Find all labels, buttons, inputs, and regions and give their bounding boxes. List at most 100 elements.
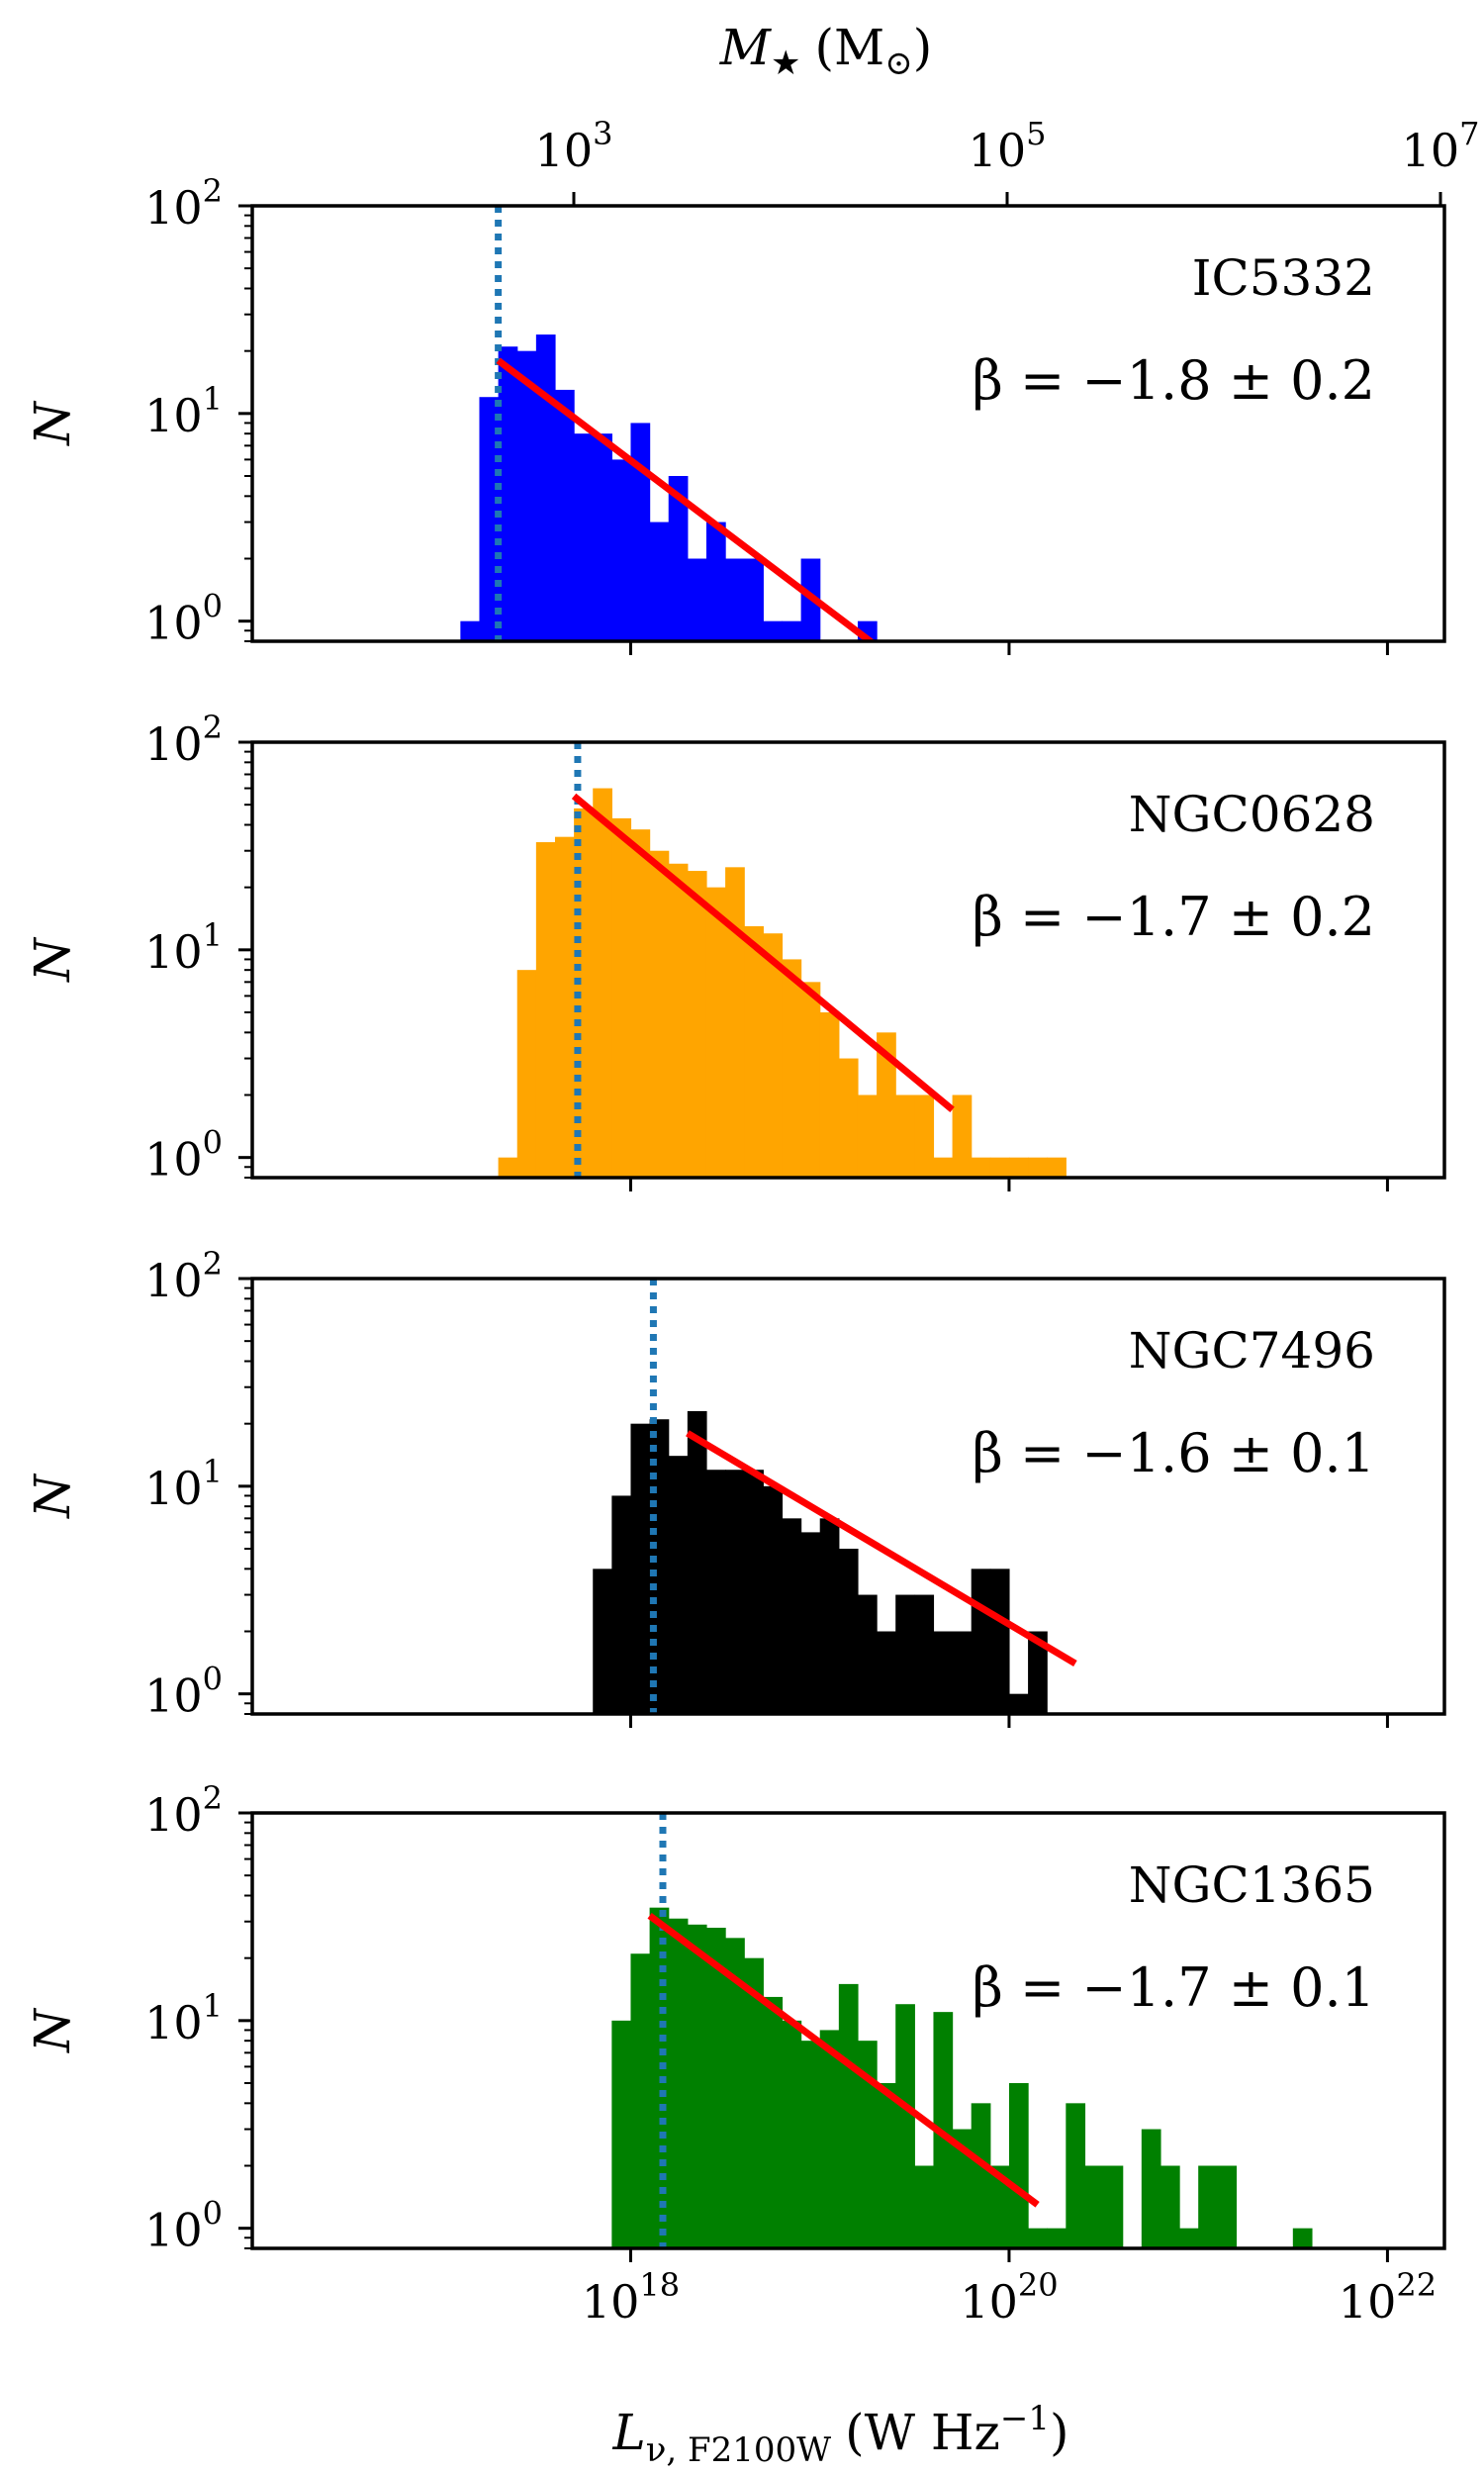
histogram-bar <box>1008 1693 1029 1714</box>
histogram-bar <box>895 2004 915 2248</box>
histogram-bar <box>782 959 802 1178</box>
y-tick-label: 101 <box>144 380 223 442</box>
histogram-bar <box>877 1631 896 1714</box>
histogram-bar <box>516 970 537 1178</box>
histogram-bar <box>687 1410 707 1714</box>
histogram-bar <box>782 620 802 641</box>
plot-area <box>460 206 878 641</box>
y-tick-label-base: 10 <box>144 1254 203 1307</box>
histogram-bar <box>989 1569 1010 1714</box>
histogram-bar <box>611 2020 632 2248</box>
y-tick-label-base: 10 <box>144 389 203 442</box>
histogram-bar <box>1198 2165 1218 2248</box>
histogram-bar <box>877 1032 896 1178</box>
histogram-bar <box>877 2082 896 2248</box>
histogram-bar <box>800 2041 821 2248</box>
histogram-bar <box>725 1470 745 1714</box>
histogram-bar <box>1028 1157 1048 1178</box>
x-tick-label-base: 10 <box>960 2275 1018 2329</box>
bottom-axis-title: Lν, F2100W (W Hz−1) <box>612 2399 1069 2470</box>
histogram-bar <box>1028 1631 1048 1714</box>
galaxy-name: NGC0628 <box>1129 786 1375 843</box>
y-tick-label: 102 <box>144 1245 223 1307</box>
histogram-bar <box>895 1094 915 1178</box>
y-tick-label: 101 <box>144 1987 223 2049</box>
top-tick-label-exp: 7 <box>1459 115 1479 152</box>
histogram-bar <box>705 1470 726 1714</box>
histogram-bar <box>933 1631 954 1714</box>
histogram-bar <box>611 1495 632 1714</box>
power-law-fit-line <box>571 793 955 1113</box>
histogram-bar <box>971 1569 991 1714</box>
histogram-bar <box>668 1918 689 2248</box>
x-tick-label-base: 10 <box>582 2275 640 2329</box>
y-tick-label-base: 10 <box>144 181 203 235</box>
y-tick-label-base: 10 <box>144 2204 203 2257</box>
histogram-bar <box>1084 2165 1105 2248</box>
y-tick-label-base: 10 <box>144 1669 203 1723</box>
y-tick-label: 102 <box>144 1779 223 1842</box>
histogram-bar <box>535 334 556 641</box>
histogram-bar <box>1217 2165 1238 2248</box>
histogram-bar <box>819 1518 840 1714</box>
histogram-bar <box>1179 2228 1199 2248</box>
histogram-bar <box>971 2103 991 2248</box>
y-tick-label-base: 10 <box>144 1996 203 2049</box>
x-tick-label: 1022 <box>1339 2266 1437 2329</box>
histogram-bar <box>1141 2129 1161 2248</box>
histogram-bar <box>611 459 632 641</box>
x-tick-label: 1018 <box>582 2266 680 2329</box>
histogram-bar <box>1159 2165 1180 2248</box>
histogram-bar <box>479 397 500 641</box>
histogram-bar <box>763 1485 784 1714</box>
beta-value: β = −1.6 ± 0.1 <box>973 1422 1375 1484</box>
y-tick-label-exp: 2 <box>203 172 223 210</box>
histogram-bar <box>857 2041 878 2248</box>
y-tick-label-exp: 0 <box>203 1661 223 1698</box>
top-tick-label: 103 <box>535 115 613 177</box>
histogram-bar <box>574 433 594 641</box>
beta-value: β = −1.7 ± 0.2 <box>973 886 1375 948</box>
histogram-bar <box>725 558 745 641</box>
histogram-bar <box>952 1094 973 1178</box>
histogram-bar <box>819 1011 840 1178</box>
power-law-fit-line <box>647 1913 1040 2208</box>
histogram-bar <box>1103 2165 1124 2248</box>
histogram-bar <box>1028 2228 1048 2248</box>
beta-value: β = −1.8 ± 0.2 <box>973 349 1375 412</box>
histogram-bar <box>668 863 689 1178</box>
y-tick-label-base: 10 <box>144 1788 203 1842</box>
galaxy-name: NGC1365 <box>1129 1856 1375 1914</box>
histogram-bar <box>725 867 745 1178</box>
y-tick-label-exp: 0 <box>203 588 223 625</box>
top-tick-label-base: 10 <box>1402 124 1460 177</box>
histogram-bar <box>1047 2228 1067 2248</box>
x-tick-label-exp: 18 <box>639 2266 680 2304</box>
y-tick-label: 100 <box>144 1661 223 1723</box>
histogram-bar <box>687 1924 707 2248</box>
power-law-fit-line <box>496 357 877 641</box>
y-tick-label: 102 <box>144 172 223 235</box>
histogram-bar <box>630 423 651 641</box>
histogram-bar <box>649 522 670 641</box>
y-tick-label-exp: 1 <box>203 1987 223 2025</box>
histogram-bar <box>838 1548 859 1714</box>
histogram-bar <box>800 1532 821 1714</box>
y-tick-label-exp: 1 <box>203 1453 223 1490</box>
y-axis-title: N <box>24 1473 81 1519</box>
histogram-bar <box>763 933 784 1178</box>
y-tick-label: 101 <box>144 916 223 979</box>
histogram-bar <box>593 1569 612 1714</box>
histogram-bar <box>782 2020 802 2248</box>
histogram-bar <box>952 2129 973 2248</box>
y-tick-label-exp: 1 <box>203 380 223 418</box>
histogram-bar <box>498 346 518 641</box>
y-axis-title: N <box>24 936 81 983</box>
histogram-bar <box>535 842 556 1178</box>
histogram-bar <box>498 1157 518 1178</box>
histogram-bar <box>516 350 537 641</box>
y-tick-label: 100 <box>144 1124 223 1187</box>
